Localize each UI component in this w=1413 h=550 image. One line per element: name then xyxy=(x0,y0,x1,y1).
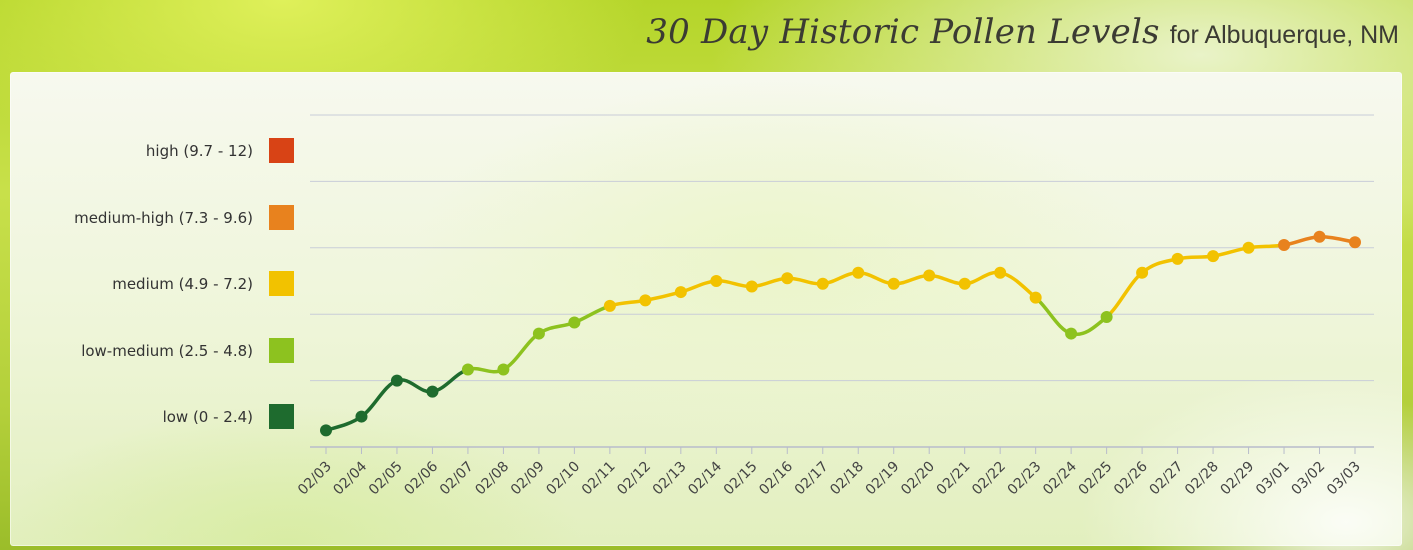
data-point xyxy=(1207,250,1220,263)
data-point xyxy=(781,272,794,285)
page-title: 30 Day Historic Pollen Levels xyxy=(646,12,1160,52)
data-point xyxy=(1100,310,1113,323)
data-point xyxy=(1349,236,1361,249)
x-tick-label: 02/24 xyxy=(1040,458,1080,498)
data-point xyxy=(355,410,368,423)
legend-item: low (0 - 2.4) xyxy=(163,404,294,429)
data-point xyxy=(497,363,510,376)
data-point xyxy=(426,385,439,398)
data-point xyxy=(1065,327,1078,340)
x-tick-label: 02/21 xyxy=(934,459,974,499)
x-tick-label: 03/01 xyxy=(1253,459,1293,499)
x-tick-label: 02/20 xyxy=(898,459,938,499)
x-tick-label: 03/02 xyxy=(1288,459,1328,499)
series-line-segment xyxy=(359,378,399,419)
data-point xyxy=(923,269,936,282)
x-tick-label: 02/26 xyxy=(1111,458,1151,498)
legend-item: medium (4.9 - 7.2) xyxy=(112,271,294,296)
legend-label: low-medium (2.5 - 4.8) xyxy=(81,341,253,360)
data-point xyxy=(1278,239,1291,252)
data-point xyxy=(603,299,616,312)
x-tick-label: 02/28 xyxy=(1182,459,1222,499)
pollen-line-chart: 02/0302/0402/0502/0602/0702/0802/0902/10… xyxy=(295,114,1374,499)
legend-label: medium (4.9 - 7.2) xyxy=(112,274,253,293)
data-point xyxy=(816,277,829,290)
x-tick-label: 02/10 xyxy=(543,459,583,499)
data-point xyxy=(461,363,474,376)
series-line-segment xyxy=(1033,295,1073,336)
data-point xyxy=(568,316,581,329)
legend-item: low-medium (2.5 - 4.8) xyxy=(81,338,294,363)
data-point xyxy=(887,277,900,290)
legend-swatch xyxy=(269,138,294,163)
legend-swatch xyxy=(269,338,294,363)
x-tick-label: 02/16 xyxy=(756,458,796,498)
data-point xyxy=(710,275,723,287)
x-tick-label: 02/05 xyxy=(366,459,406,499)
data-point xyxy=(1313,230,1326,243)
legend-label: low (0 - 2.4) xyxy=(162,407,253,426)
legend-item: high (9.7 - 12) xyxy=(146,138,294,163)
data-point xyxy=(994,266,1007,279)
data-point xyxy=(1242,241,1255,254)
data-point xyxy=(320,424,332,437)
x-tick-label: 02/03 xyxy=(295,459,335,499)
series-line-segment xyxy=(501,331,541,372)
x-tick-label: 03/03 xyxy=(1324,459,1364,499)
series-line-segment xyxy=(998,270,1038,300)
data-point xyxy=(390,374,403,387)
data-point xyxy=(852,266,865,279)
legend-swatch xyxy=(269,205,294,230)
legend-swatch xyxy=(269,404,294,429)
legend-item: medium-high (7.3 - 9.6) xyxy=(74,205,294,230)
data-point xyxy=(958,277,971,290)
chart-panel: high (9.7 - 12) medium-high (7.3 - 9.6) me… xyxy=(10,72,1402,546)
x-tick-label: 02/11 xyxy=(579,459,619,499)
x-tick-label: 02/18 xyxy=(827,459,867,499)
series-line-segment xyxy=(1104,270,1144,319)
data-point xyxy=(532,327,545,340)
x-tick-label: 02/22 xyxy=(969,459,1009,499)
data-point xyxy=(1171,252,1184,265)
data-point xyxy=(1136,266,1149,279)
chart-title-block: 30 Day Historic Pollen Levels for Albuqu… xyxy=(646,12,1399,52)
x-tick-label: 02/19 xyxy=(863,459,903,499)
x-tick-label: 02/17 xyxy=(792,459,832,499)
x-tick-label: 02/29 xyxy=(1218,459,1258,499)
x-tick-label: 02/13 xyxy=(650,459,690,499)
legend-label: medium-high (7.3 - 9.6) xyxy=(74,208,253,227)
data-point xyxy=(639,294,652,307)
x-tick-label: 02/27 xyxy=(1147,459,1187,499)
legend-swatch xyxy=(269,271,294,296)
x-tick-label: 02/14 xyxy=(685,458,725,498)
x-tick-label: 02/07 xyxy=(437,459,477,499)
legend: high (9.7 - 12) medium-high (7.3 - 9.6) me… xyxy=(10,72,310,546)
data-point xyxy=(1029,291,1042,304)
location-subtitle: for Albuquerque, NM xyxy=(1169,21,1399,49)
x-tick-label: 02/04 xyxy=(330,458,370,498)
x-tick-label: 02/25 xyxy=(1076,459,1116,499)
x-tick-label: 02/15 xyxy=(721,459,761,499)
data-point xyxy=(674,286,687,299)
x-tick-label: 02/23 xyxy=(1005,459,1045,499)
x-tick-label: 02/08 xyxy=(472,459,512,499)
x-tick-label: 02/09 xyxy=(508,459,548,499)
x-tick-label: 02/12 xyxy=(614,459,654,499)
legend-label: high (9.7 - 12) xyxy=(145,141,253,160)
data-point xyxy=(745,280,758,293)
x-tick-label: 02/06 xyxy=(401,458,441,498)
